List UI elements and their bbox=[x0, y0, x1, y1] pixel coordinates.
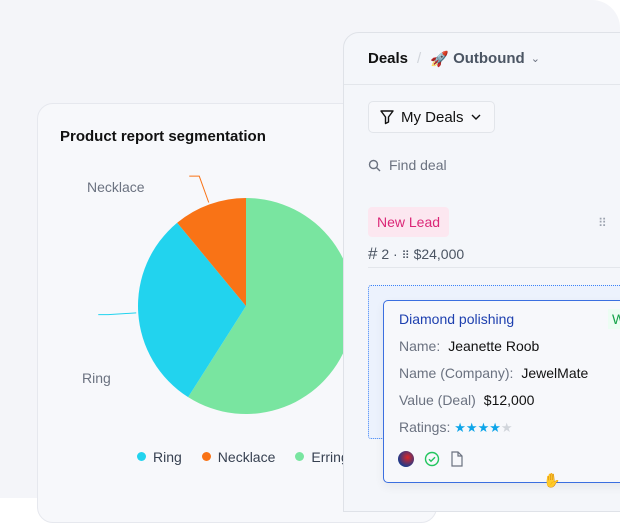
find-deal-search[interactable]: Find deal bbox=[368, 157, 447, 173]
ratings-field: Ratings: ★★★★★ bbox=[399, 419, 513, 435]
grab-cursor-icon: ✋ bbox=[543, 472, 561, 488]
check-circle-icon[interactable] bbox=[424, 451, 440, 467]
chevron-down-icon bbox=[471, 114, 481, 120]
legend-item-necklace[interactable]: Necklace bbox=[201, 449, 275, 465]
drag-handle-icon[interactable]: ⠿ bbox=[598, 216, 608, 230]
deals-header: Deals / 🚀 Outbound ⌄ bbox=[344, 33, 620, 85]
rocket-icon: 🚀 bbox=[430, 50, 449, 68]
chart-legend: Ring Necklace Errings bbox=[137, 449, 356, 465]
star-icon[interactable]: ★ bbox=[465, 420, 478, 435]
pie-slice-necklace[interactable] bbox=[177, 198, 246, 306]
search-icon bbox=[368, 159, 381, 171]
deal-total: $24,000 bbox=[413, 246, 465, 262]
rating-stars: ★★★★★ bbox=[454, 419, 512, 435]
pie-slice-ring[interactable] bbox=[138, 222, 246, 398]
stage-meta: # 2 · ⠿ $24,000 bbox=[368, 244, 465, 263]
filter-icon bbox=[380, 110, 394, 125]
deals-panel: Deals / 🚀 Outbound ⌄ My Deals Find deal … bbox=[343, 32, 620, 512]
my-deals-filter-button[interactable]: My Deals bbox=[368, 101, 495, 133]
document-icon[interactable] bbox=[450, 451, 464, 467]
deal-count: 2 bbox=[381, 246, 390, 262]
chart-title: Product report segmentation bbox=[60, 128, 266, 145]
breadcrumb-separator: / bbox=[417, 50, 422, 67]
deal-title[interactable]: Diamond polishing bbox=[399, 311, 515, 327]
search-placeholder: Find deal bbox=[389, 157, 447, 173]
pie-slice-errings[interactable] bbox=[188, 198, 354, 414]
view-selector[interactable]: Outbound bbox=[453, 50, 525, 67]
star-icon[interactable]: ★ bbox=[477, 420, 490, 435]
breadcrumb-deals[interactable]: Deals bbox=[368, 50, 409, 67]
value-icon: ⠿ bbox=[401, 250, 410, 262]
deal-card[interactable]: Diamond polishing W Name: Jeanette Roob N… bbox=[383, 300, 620, 483]
name-field: Name: Jeanette Roob bbox=[399, 338, 540, 354]
filter-label: My Deals bbox=[401, 108, 464, 126]
star-icon[interactable]: ★ bbox=[489, 420, 501, 435]
pie-chart bbox=[98, 175, 389, 414]
stage-badge: New Lead bbox=[368, 207, 450, 237]
value-field: Value (Deal) $12,000 bbox=[399, 392, 535, 408]
star-icon[interactable]: ★ bbox=[500, 420, 513, 435]
slice-label-necklace: Necklace bbox=[87, 179, 145, 195]
legend-item-ring[interactable]: Ring bbox=[137, 449, 182, 465]
leader-line-ring bbox=[98, 312, 137, 316]
hash-icon: # bbox=[368, 244, 378, 263]
star-icon[interactable]: ★ bbox=[454, 420, 466, 435]
deal-status-badge: W bbox=[608, 309, 620, 329]
leader-line-necklace bbox=[189, 175, 210, 203]
company-field: Name (Company): JewelMate bbox=[399, 365, 589, 381]
chevron-down-icon[interactable]: ⌄ bbox=[530, 53, 540, 65]
card-icons bbox=[398, 451, 464, 467]
avatar[interactable] bbox=[398, 451, 414, 467]
divider bbox=[368, 267, 620, 268]
slice-label-ring: Ring bbox=[82, 370, 111, 386]
